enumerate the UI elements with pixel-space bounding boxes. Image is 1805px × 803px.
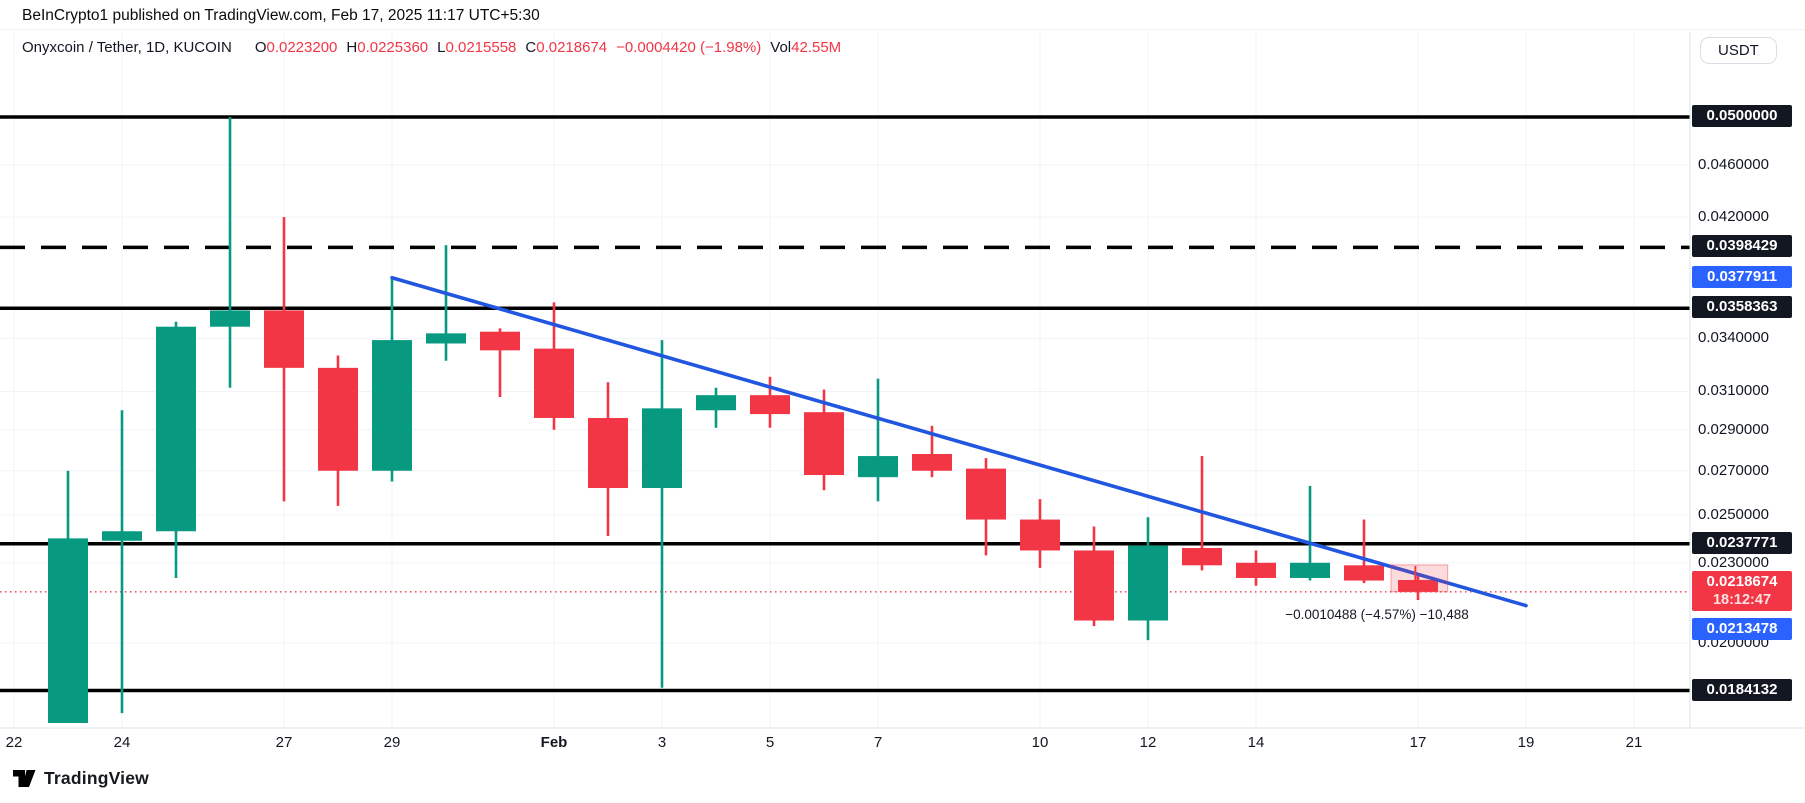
candle-body-jan-24 bbox=[102, 531, 142, 541]
time-tick-label: 7 bbox=[873, 734, 883, 751]
time-tick-label: 5 bbox=[765, 734, 775, 751]
candle-body-feb-2 bbox=[588, 417, 628, 489]
time-tick-label: 19 bbox=[1517, 734, 1535, 751]
candle-body-feb-9 bbox=[966, 468, 1006, 520]
time-tick-label: 22 bbox=[5, 734, 23, 751]
candle-body-feb-11 bbox=[1074, 550, 1114, 621]
time-tick-label: 21 bbox=[1625, 734, 1643, 751]
candle-body-feb-16 bbox=[1344, 565, 1384, 581]
price-tick-label: 0.0340000 bbox=[1698, 329, 1769, 347]
time-tick-label: 27 bbox=[275, 734, 293, 751]
price-tick-label: 0.0290000 bbox=[1698, 420, 1769, 438]
tradingview-watermark: TradingView bbox=[12, 766, 149, 791]
tradingview-watermark-text: TradingView bbox=[44, 768, 149, 788]
trendline[interactable] bbox=[390, 275, 1528, 608]
candle-body-jan-27 bbox=[264, 310, 304, 368]
legend-field-value: 0.0215558 bbox=[445, 39, 517, 56]
candle-body-feb-7 bbox=[858, 456, 898, 478]
legend-field-label: Vol bbox=[770, 39, 792, 56]
candle-body-feb-5 bbox=[750, 395, 790, 415]
legend-field-value: −0.0004420 (−1.98%) bbox=[616, 39, 762, 56]
price-level-badge: 0.0237771 bbox=[1692, 531, 1792, 554]
price-level-badge: 0.0358363 bbox=[1692, 296, 1792, 319]
candle-body-feb-1 bbox=[534, 348, 574, 418]
legend-field-label: C bbox=[525, 39, 537, 56]
legend-field-value: 0.0218674 bbox=[536, 39, 608, 56]
price-tick-label: 0.0270000 bbox=[1698, 461, 1769, 479]
legend-field-value: 0.0225360 bbox=[357, 39, 429, 56]
candle-body-jan-31 bbox=[480, 331, 520, 351]
legend-field-value: 0.0223200 bbox=[266, 39, 338, 56]
candle-body-jan-30 bbox=[426, 333, 466, 344]
time-tick-label: 24 bbox=[113, 734, 131, 751]
candle-body-jan-25 bbox=[156, 326, 196, 532]
price-tick-label: 0.0250000 bbox=[1698, 505, 1769, 523]
legend-field-label: L bbox=[437, 39, 446, 56]
price-level-badge: 0.0213478 bbox=[1692, 618, 1792, 640]
price-level-badge: 0.0398429 bbox=[1692, 235, 1792, 258]
tradingview-logo-icon bbox=[13, 770, 36, 787]
time-tick-label: 14 bbox=[1247, 734, 1265, 751]
last-price-badge: 0.0218674 18:12:47 bbox=[1692, 571, 1792, 612]
candle-body-feb-12 bbox=[1128, 545, 1168, 621]
price-tick-label: 0.0230000 bbox=[1698, 553, 1769, 571]
price-range-box[interactable] bbox=[1390, 564, 1449, 593]
time-tick-label: 10 bbox=[1031, 734, 1049, 751]
candle-body-feb-6 bbox=[804, 412, 844, 476]
currency-toggle-button[interactable]: USDT bbox=[1700, 37, 1777, 64]
chart-legend: Onyxcoin / Tether, 1D, KUCOIN O0.0223200 H… bbox=[22, 39, 841, 56]
time-tick-label: 12 bbox=[1139, 734, 1157, 751]
price-tick-label: 0.0420000 bbox=[1698, 208, 1769, 226]
candle-body-jan-28 bbox=[318, 367, 358, 471]
range-annotation-label: −0.0010488 (−4.57%) −10,488 bbox=[1285, 607, 1469, 622]
attribution-text: BeInCrypto1 published on TradingView.com… bbox=[0, 0, 1805, 30]
candle-body-feb-14 bbox=[1236, 562, 1276, 578]
candle-body-jan-26 bbox=[210, 310, 250, 327]
candle-body-feb-13 bbox=[1182, 548, 1222, 566]
symbol-title: Onyxcoin / Tether, 1D, KUCOIN bbox=[22, 39, 232, 56]
legend-field-label: H bbox=[346, 39, 358, 56]
range-arrow-head bbox=[1410, 584, 1421, 592]
candle-body-feb-15 bbox=[1290, 562, 1330, 578]
candle-body-feb-4 bbox=[696, 395, 736, 411]
candle-body-feb-3 bbox=[642, 408, 682, 489]
candle-body-feb-8 bbox=[912, 453, 952, 471]
legend-field-value: 42.55M bbox=[791, 39, 842, 56]
price-level-badge: 0.0500000 bbox=[1692, 104, 1792, 127]
price-level-badge: 0.0377911 bbox=[1692, 265, 1792, 288]
legend-field-label: O bbox=[254, 39, 267, 56]
price-tick-label: 0.0310000 bbox=[1698, 382, 1769, 400]
time-tick-label: 17 bbox=[1409, 734, 1427, 751]
time-tick-label: Feb bbox=[540, 734, 568, 751]
price-level-badge: 0.0184132 bbox=[1692, 678, 1792, 701]
price-tick-label: 0.0460000 bbox=[1698, 155, 1769, 173]
time-tick-label: 3 bbox=[657, 734, 667, 751]
countdown-timer: 18:12:47 bbox=[1712, 592, 1772, 609]
time-tick-label: 29 bbox=[383, 734, 401, 751]
candle-body-feb-10 bbox=[1020, 519, 1060, 551]
candle-body-jan-29 bbox=[372, 340, 412, 471]
candle-body-jan-23 bbox=[48, 538, 88, 723]
